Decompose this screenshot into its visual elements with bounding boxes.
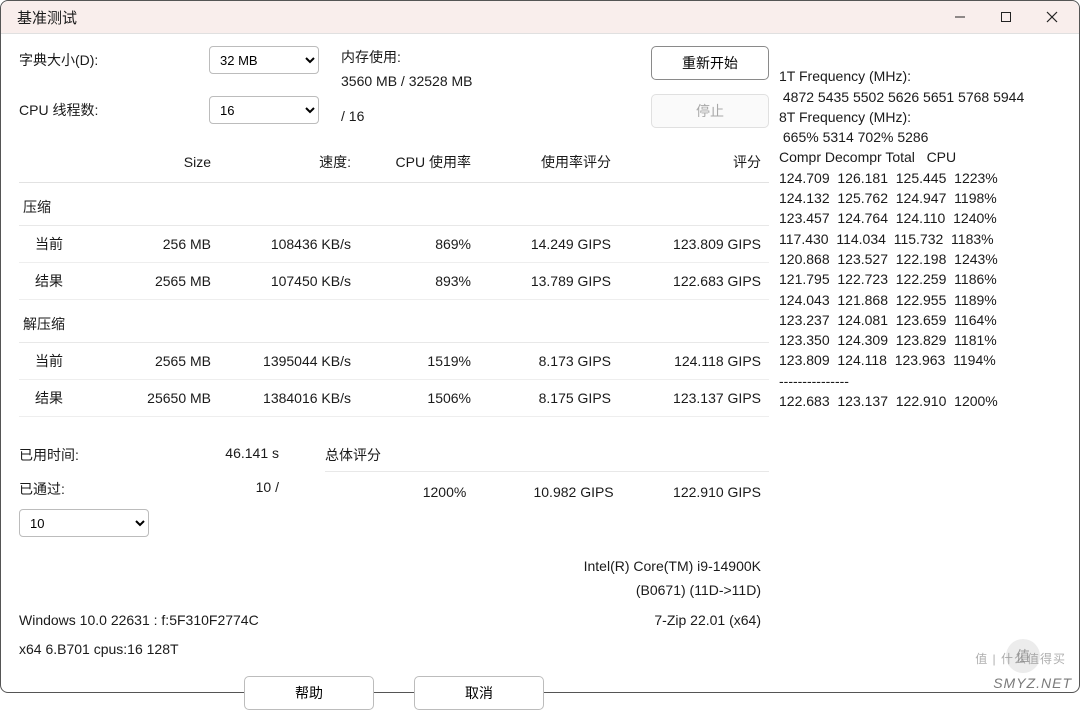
overall-usage: 10.982 GIPS [466, 484, 613, 500]
overall-score-label: 总体评分 [325, 445, 769, 472]
watermark-text-2: 值 | 什么值得买 [975, 650, 1066, 667]
memory-usage-label: 内存使用: [341, 46, 473, 70]
dict-size-label: 字典大小(D): [19, 50, 209, 70]
close-button[interactable] [1029, 1, 1075, 33]
watermark-text: SMYZ.NET [993, 675, 1072, 691]
passes-value: 10 / [169, 479, 289, 499]
restart-button[interactable]: 重新开始 [651, 46, 769, 80]
titlebar[interactable]: 基准测试 [1, 1, 1079, 34]
col-size: Size [109, 146, 219, 183]
overall-score: 122.910 GIPS [614, 484, 761, 500]
passes-target-select[interactable]: 10 [19, 509, 149, 537]
os-info: Windows 10.0 22631 : f:5F310F2774C [19, 609, 259, 633]
passes-label: 已通过: [19, 479, 169, 499]
col-speed: 速度: [219, 146, 359, 183]
memory-usage-value: 3560 MB / 32528 MB [341, 70, 473, 94]
window-title: 基准测试 [17, 7, 77, 28]
benchmark-table: Size 速度: CPU 使用率 使用率评分 评分 压缩 当前 256 MB 1… [19, 146, 769, 417]
col-cpu: CPU 使用率 [359, 146, 479, 183]
col-usage-score: 使用率评分 [479, 146, 619, 183]
table-row: 当前 256 MB 108436 KB/s 869% 14.249 GIPS 1… [19, 226, 769, 263]
table-row: 结果 25650 MB 1384016 KB/s 1506% 8.175 GIP… [19, 380, 769, 417]
dict-size-select[interactable]: 32 MB [209, 46, 319, 74]
benchmark-window: 基准测试 字典大小(D): 32 MB CPU 线程数: 16 [0, 0, 1080, 693]
frequency-panel: 1T Frequency (MHz): 4872 5435 5502 5626 … [769, 46, 1065, 718]
threads-select[interactable]: 16 [209, 96, 319, 124]
app-info: 7-Zip 22.01 (x64) [654, 609, 769, 633]
threads-label: CPU 线程数: [19, 100, 209, 120]
section-compress: 压缩 [19, 183, 769, 226]
help-button[interactable]: 帮助 [244, 676, 374, 710]
maximize-button[interactable] [983, 1, 1029, 33]
table-row: 当前 2565 MB 1395044 KB/s 1519% 8.173 GIPS… [19, 343, 769, 380]
threads-suffix: / 16 [341, 108, 473, 124]
arch-info: x64 6.B701 cpus:16 128T [19, 638, 769, 662]
stop-button: 停止 [651, 94, 769, 128]
cpu-sig: (B0671) (11D->11D) [19, 579, 769, 603]
overall-cpu: 1200% [319, 484, 466, 500]
col-score: 评分 [619, 146, 769, 183]
minimize-button[interactable] [937, 1, 983, 33]
elapsed-time-label: 已用时间: [19, 445, 169, 465]
elapsed-time-value: 46.141 s [169, 445, 289, 465]
table-row: 结果 2565 MB 107450 KB/s 893% 13.789 GIPS … [19, 263, 769, 300]
cancel-button[interactable]: 取消 [414, 676, 544, 710]
cpu-name: Intel(R) Core(TM) i9-14900K [19, 555, 769, 579]
section-decompress: 解压缩 [19, 300, 769, 343]
